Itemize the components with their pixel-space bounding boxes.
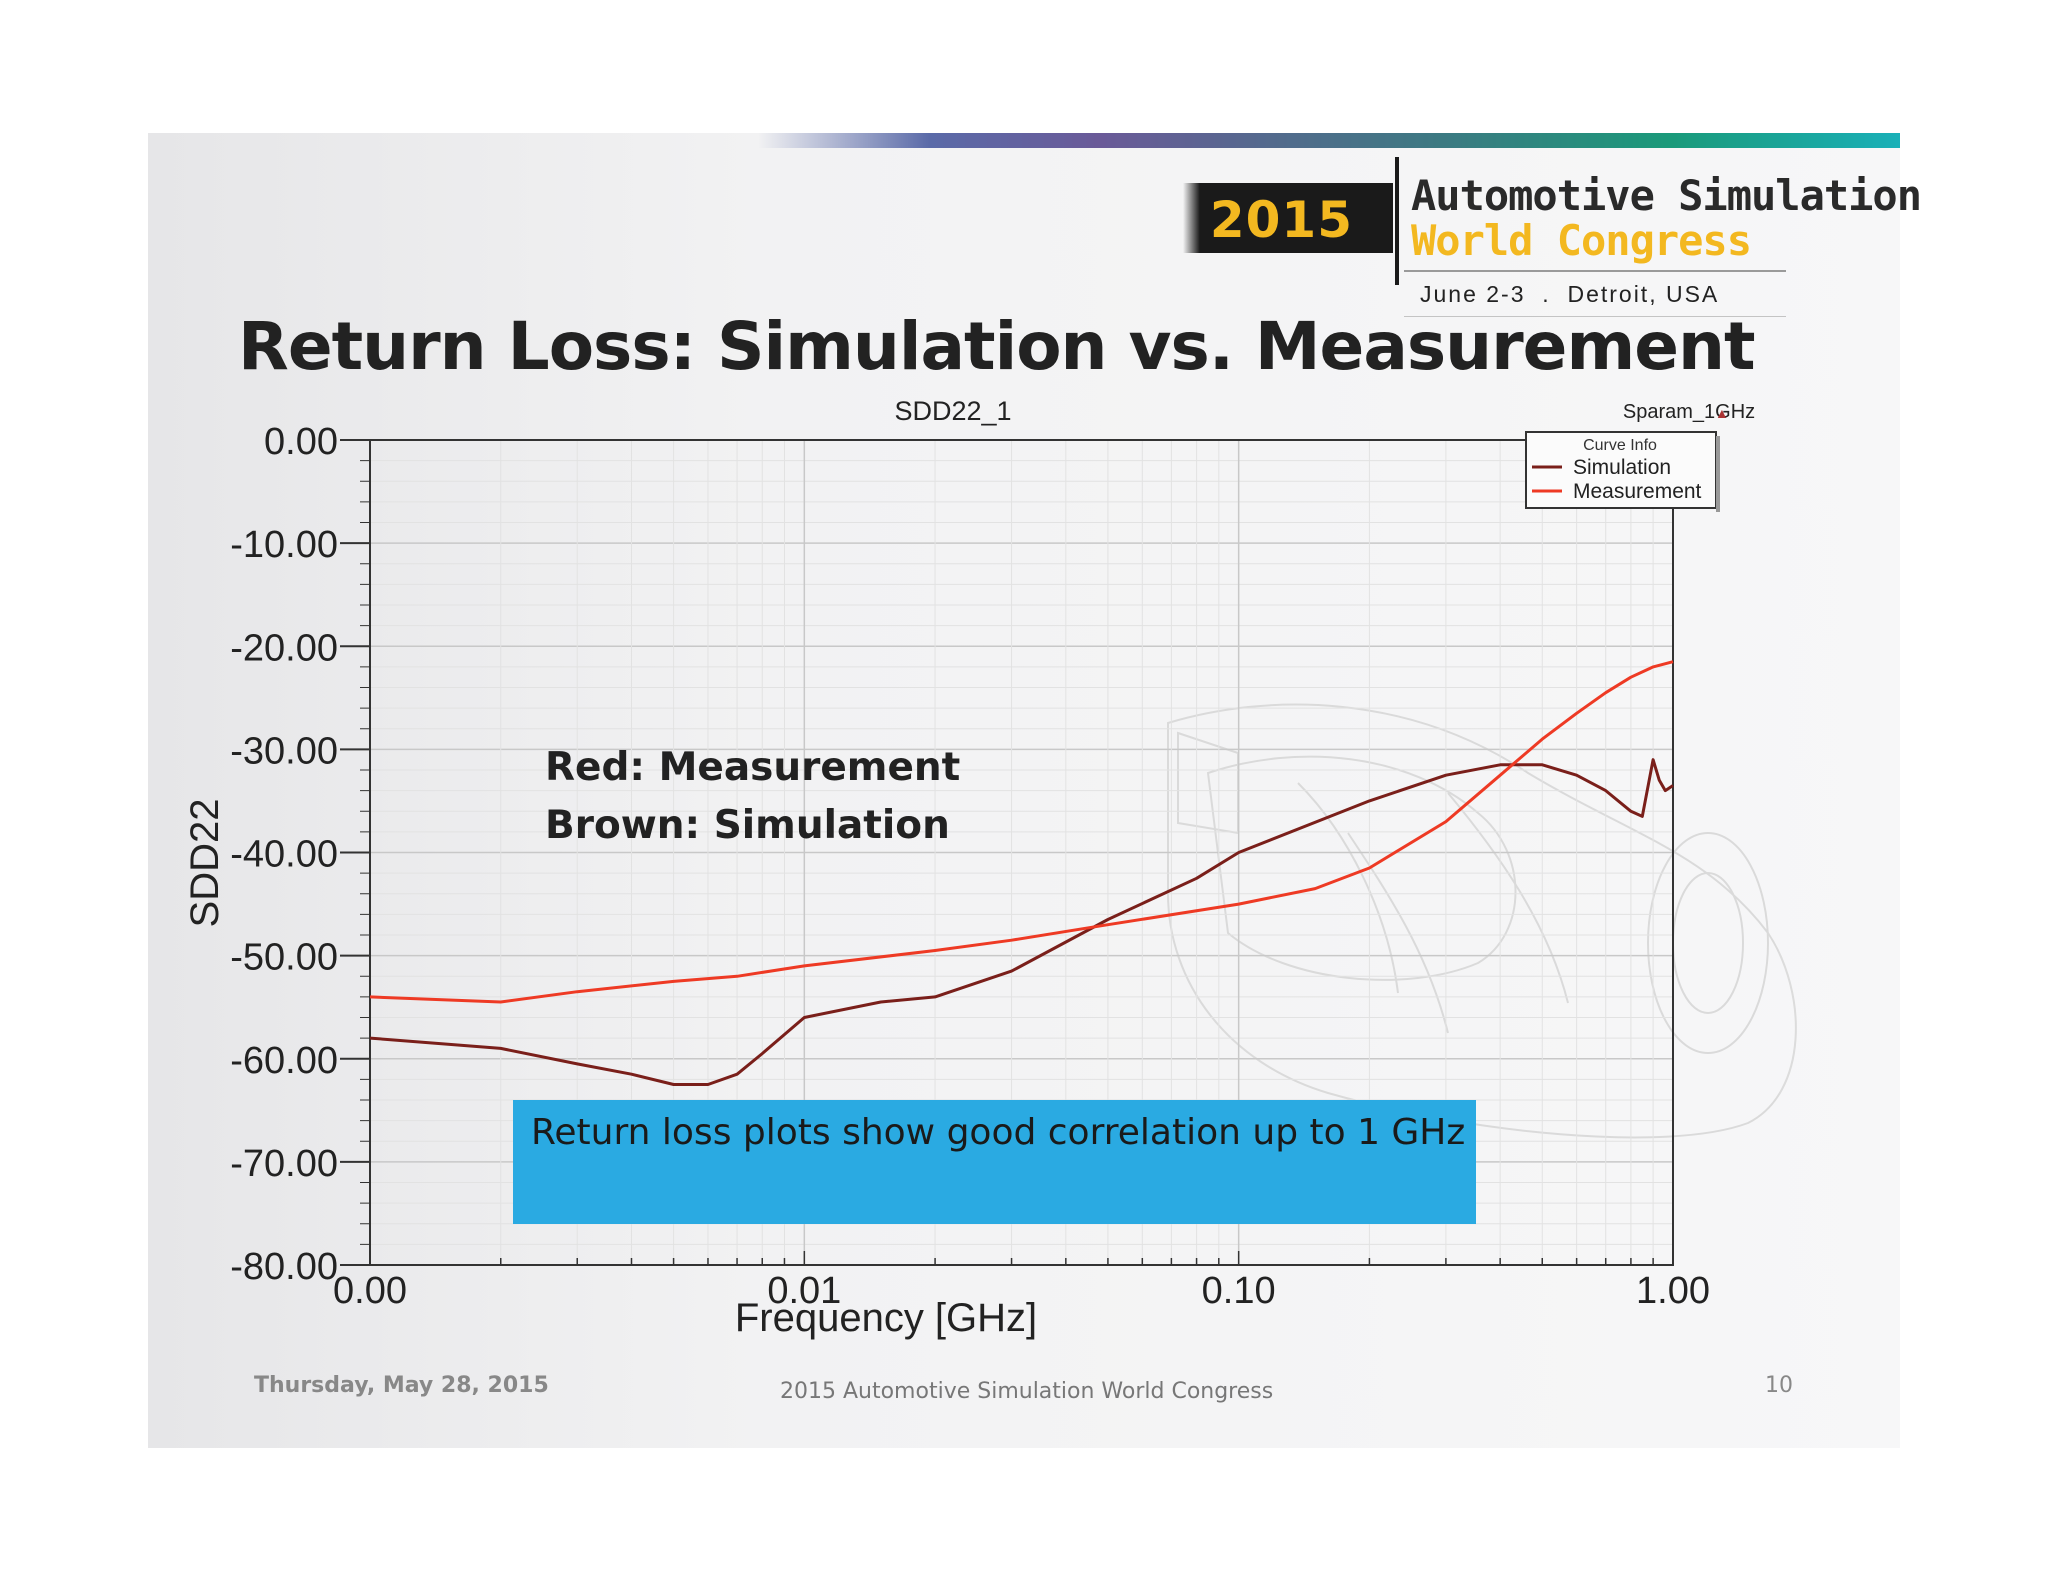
return-loss-chart: 0.00 -10.00 -20.00 -30.00 -40.00 -50.00 -60.00… xyxy=(183,396,1797,1340)
chart-title: SDD22_1 xyxy=(894,396,1011,426)
y-tick-label: -60.00 xyxy=(230,1040,338,1082)
legend-title: Curve Info xyxy=(1583,437,1657,454)
annotation-brown-simulation: Brown: Simulation xyxy=(545,803,950,848)
legend-shadow xyxy=(1716,436,1720,512)
logo-divider xyxy=(1395,157,1399,285)
logo-rule-lower xyxy=(1404,316,1786,317)
y-tick-label: -70.00 xyxy=(230,1143,338,1185)
logo-dates: June 2-3 . Detroit, USA xyxy=(1420,281,1720,307)
annotation-red-measurement: Red: Measurement xyxy=(545,745,961,790)
x-tick-label: 1.00 xyxy=(1636,1270,1710,1312)
y-tick-label: -20.00 xyxy=(230,627,338,669)
x-tick-label: 0.10 xyxy=(1202,1270,1276,1312)
y-tick-label: -50.00 xyxy=(230,937,338,979)
footer-date: Thursday, May 28, 2015 xyxy=(254,1373,549,1398)
y-tick-label: -30.00 xyxy=(230,730,338,772)
plot-label: Sparam_1GHz xyxy=(1623,401,1755,423)
legend: Curve Info Simulation Measurement xyxy=(1525,431,1720,512)
legend-entry-simulation: Simulation xyxy=(1573,456,1671,479)
logo-title-line1: Automotive Simulation xyxy=(1411,171,1922,220)
plot-label-arrow-icon[interactable]: ▲ xyxy=(1715,405,1729,421)
y-tick-label: -10.00 xyxy=(230,524,338,566)
x-tick-label: 0.01 xyxy=(767,1270,841,1312)
series-line-simulation xyxy=(369,758,1674,1086)
y-tick-label: -80.00 xyxy=(230,1246,338,1288)
top-color-bar xyxy=(758,133,1900,148)
slide-title: Return Loss: Simulation vs. Measurement xyxy=(238,308,1756,385)
x-tick-label: 0.00 xyxy=(333,1270,407,1312)
y-axis-label: SDD22 xyxy=(183,799,227,928)
footer-event: 2015 Automotive Simulation World Congres… xyxy=(780,1379,1274,1404)
x-axis-ticks: 0.00 0.01 0.10 1.00 xyxy=(333,1251,1710,1312)
x-axis-label: Frequency [GHz] xyxy=(735,1296,1037,1340)
series-line-measurement xyxy=(369,660,1674,1004)
chart-series xyxy=(369,660,1674,1086)
y-tick-label: -40.00 xyxy=(230,834,338,876)
logo-year: 2015 xyxy=(1209,191,1353,249)
slide: 2015 Automotive Simulation World Congres… xyxy=(148,133,1922,1448)
page-number: 10 xyxy=(1765,1373,1793,1398)
y-tick-label: 0.00 xyxy=(264,421,338,463)
y-axis-ticks: 0.00 -10.00 -20.00 -30.00 -40.00 -50.00 -60.00… xyxy=(230,421,370,1288)
callout-box: Return loss plots show good correlation … xyxy=(513,1100,1476,1224)
logo-title-line2: World Congress xyxy=(1411,216,1752,265)
legend-entry-measurement: Measurement xyxy=(1573,480,1702,503)
callout-text: Return loss plots show good correlation … xyxy=(531,1112,1466,1153)
logo-year-badge: 2015 xyxy=(1183,183,1393,253)
logo-rule xyxy=(1404,270,1786,272)
